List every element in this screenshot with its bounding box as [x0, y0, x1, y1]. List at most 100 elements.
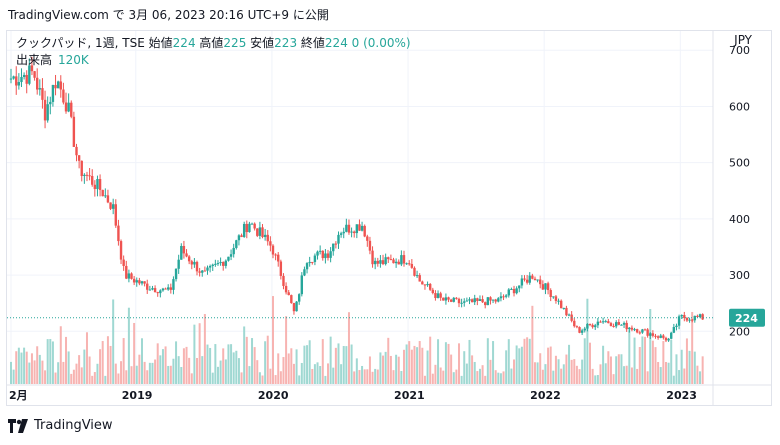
volume-bar: [240, 372, 243, 384]
volume-bar: [209, 347, 212, 384]
footer-brand[interactable]: TradingView: [8, 418, 113, 433]
candle-body: [670, 332, 673, 339]
candle-body: [421, 281, 424, 285]
volume-bar: [544, 364, 547, 384]
volume-bar: [169, 365, 172, 384]
candle-body: [59, 81, 62, 90]
candle-body: [96, 179, 99, 190]
candle-body: [109, 202, 112, 209]
volume-bar: [44, 370, 47, 384]
candle-body: [531, 275, 534, 279]
volume-bar: [664, 361, 667, 384]
y-tick-label: 500: [729, 157, 750, 170]
volume-bar: [146, 370, 149, 384]
candle-body: [518, 285, 521, 289]
volume-bar: [463, 351, 466, 384]
candle-body: [525, 279, 529, 283]
volume-bar: [688, 350, 691, 384]
volume-bar: [691, 311, 694, 384]
candle-body: [651, 333, 655, 336]
volume-bar: [363, 369, 366, 384]
candle-body: [591, 324, 594, 328]
volume-bar: [28, 362, 31, 384]
volume-bar: [701, 356, 704, 384]
volume-bar: [125, 370, 128, 384]
volume-bar: [515, 345, 518, 384]
candle-body: [586, 323, 589, 329]
candle-body: [250, 223, 254, 225]
ohlc-legend: クックパッド, 1週, TSE 始値224 高値225 安値223 終値224 …: [16, 34, 411, 51]
volume-bar: [271, 296, 274, 384]
candle-body: [12, 76, 15, 79]
volume-bar: [67, 351, 70, 384]
candle-body: [216, 263, 220, 265]
candle-body: [465, 300, 469, 302]
volume-bar: [395, 354, 398, 384]
candle-body: [415, 275, 419, 277]
volume-bar: [285, 316, 288, 384]
candle-body: [489, 297, 492, 301]
volume-bar: [70, 373, 73, 384]
volume-bar: [361, 365, 364, 384]
candle-body: [143, 281, 146, 284]
candle-body: [174, 268, 178, 280]
last-price-label: 224: [735, 312, 758, 325]
candle-body: [161, 288, 165, 291]
candle-body: [468, 299, 471, 301]
volume-bar: [536, 362, 539, 384]
volume-bar: [203, 314, 206, 384]
volume-bar: [308, 340, 311, 384]
volume-bar: [235, 350, 238, 384]
volume-bar: [46, 339, 49, 384]
volume-bar: [499, 373, 502, 384]
volume-legend: 出来高 120K: [16, 51, 89, 68]
volume-bar: [201, 356, 204, 384]
y-tick-label: 600: [729, 100, 750, 113]
volume-bar: [72, 369, 75, 384]
candle-body: [169, 287, 173, 290]
candle-body: [667, 338, 670, 341]
candle-body: [98, 179, 102, 190]
candle-body: [350, 231, 353, 233]
volume-bar: [264, 341, 267, 384]
volume-bar: [25, 351, 28, 384]
candle-body: [51, 84, 55, 102]
volume-bar: [54, 372, 57, 384]
x-tick-label: 2019: [122, 389, 153, 402]
volume-bar: [232, 352, 235, 384]
volume-bar: [104, 375, 107, 384]
candle-body: [662, 335, 665, 338]
candle-body: [334, 243, 338, 245]
candle-body: [316, 251, 319, 256]
candle-body: [397, 261, 400, 265]
chart-panel[interactable]: 700 600 500 400 300 200 2月 2019 2020 2021 2022 2023…: [6, 30, 772, 406]
candle-body: [596, 321, 600, 326]
price-chart[interactable]: 700 600 500 400 300 200 2月 2019 2020 2021 2022 2023…: [7, 31, 771, 405]
candle-body: [277, 254, 280, 262]
volume-bar: [133, 322, 136, 384]
volume-bar: [646, 371, 649, 384]
volume-bar: [573, 359, 576, 384]
candle-body: [533, 278, 537, 281]
volume-bar: [387, 337, 390, 384]
volume-bar: [452, 372, 455, 384]
candle-body: [680, 314, 683, 317]
candle-body: [520, 278, 524, 286]
candle-body: [512, 288, 516, 294]
candle-body: [303, 269, 306, 276]
volume-bar: [423, 375, 426, 384]
candle-body: [91, 175, 94, 185]
volume-bar: [175, 341, 178, 384]
volume-bar: [161, 349, 164, 384]
candle-body: [410, 263, 414, 268]
candle-body: [646, 329, 649, 336]
candle-body: [43, 99, 47, 121]
x-tick-label: 2022: [530, 389, 561, 402]
volume-bar: [23, 347, 26, 384]
candle-body: [497, 298, 500, 302]
candle-body: [305, 263, 309, 270]
candle-body: [308, 261, 311, 264]
candle-body: [245, 223, 248, 233]
volume-bar: [83, 349, 86, 384]
candle-body: [659, 335, 662, 338]
